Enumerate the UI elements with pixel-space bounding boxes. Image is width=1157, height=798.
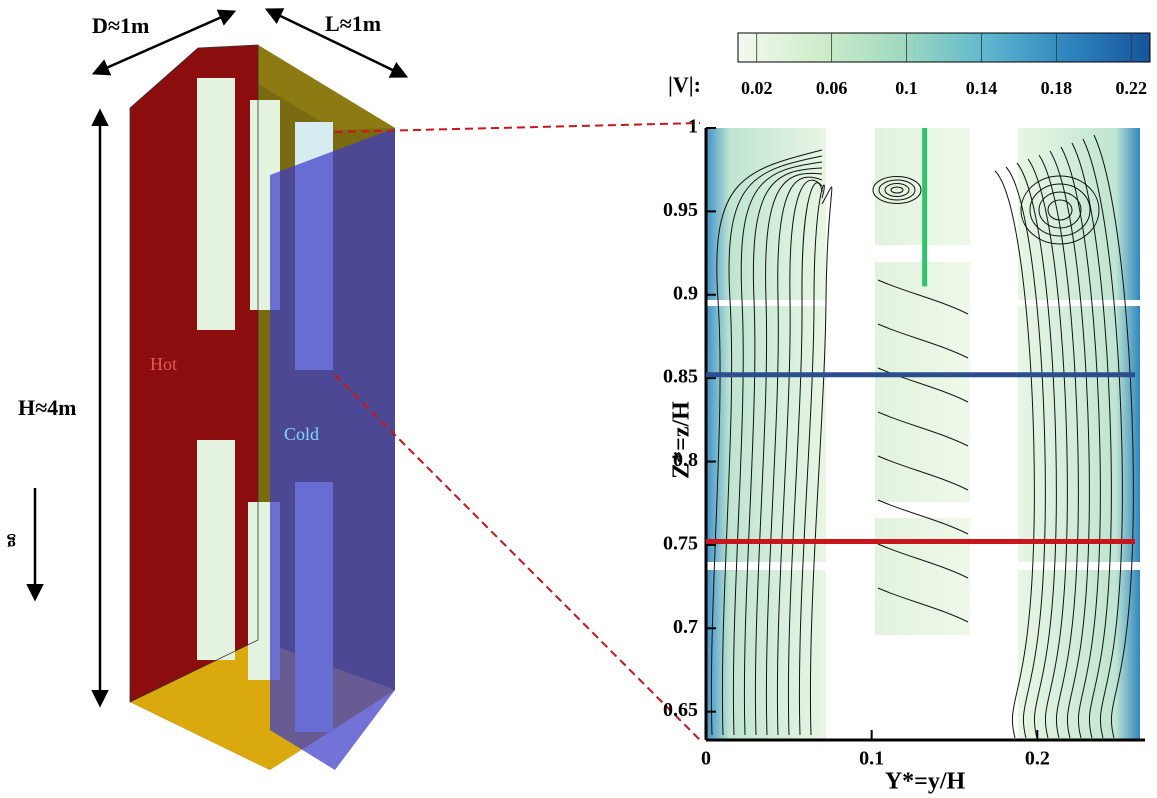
colorbar-tick-label: 0.14: [966, 78, 998, 98]
length-arrow: [264, 8, 409, 78]
streamline: [1093, 134, 1134, 739]
panel: [875, 262, 970, 502]
streamline: [1071, 142, 1112, 739]
streamline: [1082, 138, 1123, 739]
cold-wall: [270, 128, 395, 770]
vortex: [1038, 191, 1082, 229]
streamline: [877, 323, 969, 359]
colorbar: [737, 32, 1151, 63]
gap: [1018, 300, 1140, 306]
depth-arrow: [91, 9, 237, 76]
y-tick-label: 0.95: [663, 199, 698, 221]
y-tick-label: 0.9: [673, 282, 698, 304]
y-tick-label: 0.7: [673, 616, 698, 638]
gap: [1018, 562, 1140, 570]
streamline: [877, 279, 969, 315]
gravity-label: g: [7, 534, 16, 554]
streamline: [710, 149, 823, 736]
streamline: [1027, 158, 1068, 739]
streamline: [1005, 166, 1046, 739]
streamline: [732, 161, 823, 736]
streamline: [798, 184, 825, 736]
streamline: [809, 186, 833, 736]
gap: [706, 562, 826, 570]
x-axis-label: Y*=y/H: [885, 769, 966, 795]
streamline: [765, 176, 823, 736]
zoom-line: [334, 374, 701, 741]
colorbar-tick-label: 0.1: [895, 78, 918, 98]
colorbar-tick-label: 0.02: [741, 78, 773, 98]
vortex: [872, 176, 922, 204]
y-tick-label: 0.65: [663, 699, 698, 721]
zoom-line: [334, 122, 701, 133]
streamline: [877, 367, 969, 403]
depth-label: D≈1m: [92, 13, 149, 38]
enclosure: [26, 8, 701, 770]
vortex: [884, 183, 910, 197]
vortex: [890, 186, 904, 194]
streamline: [721, 155, 823, 736]
height-label: H≈4m: [18, 395, 77, 420]
streamline: [994, 170, 1035, 739]
streamline: [877, 543, 969, 579]
streamlines: [710, 134, 1134, 739]
streamline: [743, 167, 823, 736]
colorbar-label: |V|:: [668, 72, 701, 97]
streamline: [1049, 150, 1090, 739]
y-tick-label: 0.85: [663, 366, 698, 388]
streamline: [1038, 154, 1079, 739]
streamline: [754, 172, 823, 736]
panel: [197, 440, 235, 660]
length-label: L≈1m: [325, 11, 381, 36]
y-axis-label: Z*=z/H: [669, 401, 695, 479]
panel: [875, 518, 970, 635]
colorbar-tick-label: 0.22: [1116, 78, 1148, 98]
hot-label: Hot: [150, 354, 177, 374]
y-tick-label: 0.8: [673, 449, 698, 471]
vortex: [878, 179, 916, 201]
vortex: [1020, 175, 1100, 245]
vortex: [1047, 199, 1073, 221]
panel: [197, 78, 235, 330]
x-tick-label: 0.1: [859, 748, 884, 770]
streamline: [787, 182, 823, 736]
streamline: [877, 499, 969, 535]
streamline: [776, 179, 823, 736]
streamline: [877, 411, 969, 447]
colorbar-tick-label: 0.06: [816, 78, 848, 98]
streamline: [1060, 146, 1101, 739]
x-tick-label: 0.2: [1025, 748, 1050, 770]
y-tick-label: 1: [688, 116, 698, 138]
streamline: [877, 587, 969, 623]
colorbar-tick-label: 0.18: [1041, 78, 1073, 98]
streamline: [877, 455, 969, 491]
field-panels: [706, 128, 1140, 740]
vortex: [1029, 183, 1091, 237]
panel: [706, 128, 826, 740]
y-tick-label: 0.75: [663, 532, 698, 554]
cold-label: Cold: [284, 424, 319, 444]
x-tick-label: 0: [701, 748, 711, 770]
